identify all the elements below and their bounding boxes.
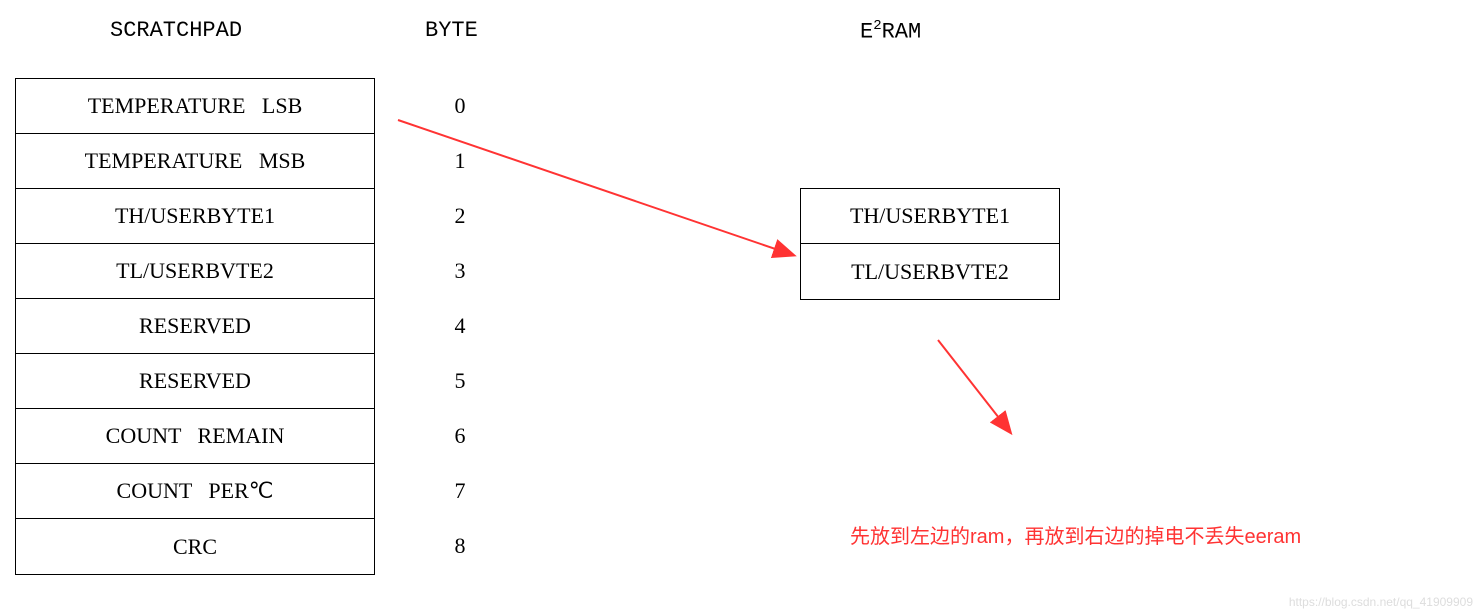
scratchpad-row-8: CRC (16, 519, 374, 574)
byte-cell-4: 4 (440, 298, 480, 353)
byte-column: 0 1 2 3 4 5 6 7 8 (440, 78, 480, 573)
eeram-table: TH/USERBYTE1 TL/USERBVTE2 (800, 188, 1060, 300)
header-eeram: E2RAM (860, 18, 921, 44)
scratchpad-row-2: TH/USERBYTE1 (16, 189, 374, 244)
scratchpad-row-5: RESERVED (16, 354, 374, 409)
header-byte: BYTE (425, 18, 478, 43)
scratchpad-row-7: COUNT PER℃ (16, 464, 374, 519)
eeram-row-0: TH/USERBYTE1 (801, 189, 1059, 244)
scratchpad-row-0: TEMPERATURE LSB (16, 79, 374, 134)
byte-cell-1: 1 (440, 133, 480, 188)
scratchpad-row-1: TEMPERATURE MSB (16, 134, 374, 189)
header-scratchpad: SCRATCHPAD (110, 18, 242, 43)
byte-cell-0: 0 (440, 78, 480, 133)
annotation-text: 先放到左边的ram，再放到右边的掉电不丢失eeram (850, 520, 1301, 549)
byte-cell-8: 8 (440, 518, 480, 573)
byte-cell-7: 7 (440, 463, 480, 518)
eeram-row-1: TL/USERBVTE2 (801, 244, 1059, 299)
scratchpad-row-6: COUNT REMAIN (16, 409, 374, 464)
byte-cell-2: 2 (440, 188, 480, 243)
byte-cell-3: 3 (440, 243, 480, 298)
byte-cell-5: 5 (440, 353, 480, 408)
eeram-suffix: RAM (882, 19, 922, 44)
scratchpad-row-3: TL/USERBVTE2 (16, 244, 374, 299)
byte-cell-6: 6 (440, 408, 480, 463)
eeram-superscript: 2 (873, 18, 881, 34)
scratchpad-table: TEMPERATURE LSB TEMPERATURE MSB TH/USERB… (15, 78, 375, 575)
eeram-prefix: E (860, 19, 873, 44)
watermark: https://blog.csdn.net/qq_41909909 (1289, 595, 1473, 609)
scratchpad-row-4: RESERVED (16, 299, 374, 354)
arrow-2 (938, 340, 1010, 432)
